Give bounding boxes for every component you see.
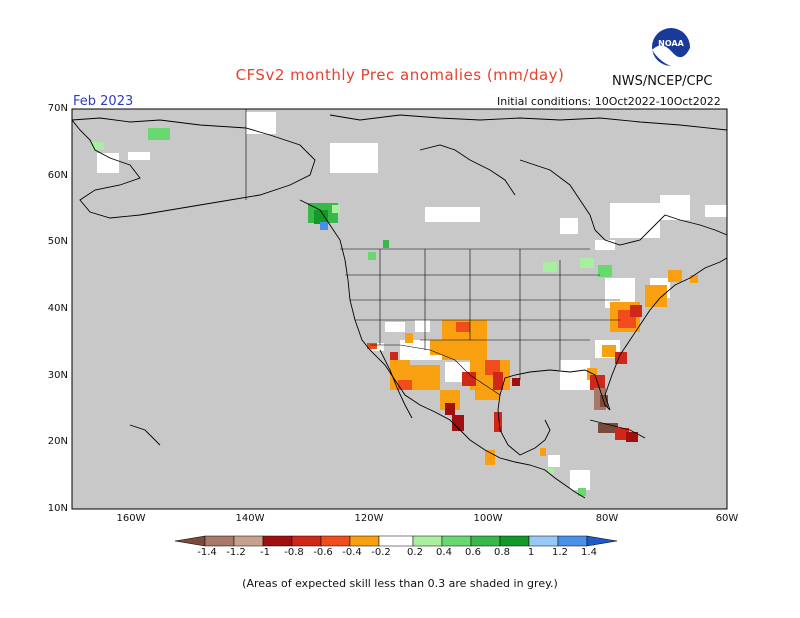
borders — [245, 109, 620, 396]
coastlines — [72, 114, 727, 499]
positive-areas — [92, 128, 612, 496]
lon-label-100w: 100W — [473, 513, 503, 524]
colorbar-label: -0.2 — [371, 547, 391, 558]
colorbar-label: 0.4 — [436, 547, 452, 558]
lon-label-80w: 80W — [595, 513, 619, 524]
colorbar-label: -0.8 — [284, 547, 304, 558]
lat-label-70n: 70N — [47, 103, 68, 114]
colorbar-label: -1.4 — [197, 547, 217, 558]
colorbar-label: -0.6 — [313, 547, 333, 558]
lon-label-140w: 140W — [235, 513, 265, 524]
skill-note: (Areas of expected skill less than 0.3 a… — [242, 577, 558, 590]
colorbar-label: 0.6 — [465, 547, 481, 558]
lat-label-40n: 40N — [47, 303, 68, 314]
lat-label-60n: 60N — [47, 170, 68, 181]
lon-label-160w: 160W — [116, 513, 146, 524]
map-frame — [71, 108, 728, 510]
lat-label-10n: 10N — [47, 503, 68, 514]
colorbar-label: 0.2 — [407, 547, 423, 558]
lat-label-20n: 20N — [47, 436, 68, 447]
colorbar-label: -1.2 — [226, 547, 246, 558]
lat-label-50n: 50N — [47, 236, 68, 247]
forecast-month: Feb 2023 — [73, 94, 134, 109]
colorbar-label: -1 — [260, 547, 270, 558]
colorbar-label: 1.4 — [581, 547, 597, 558]
colorbar-label: -0.4 — [342, 547, 362, 558]
colorbar-label: 1.2 — [552, 547, 568, 558]
colorbar-label: 0.8 — [494, 547, 510, 558]
chart-title: CFSv2 monthly Prec anomalies (mm/day) — [235, 66, 565, 84]
lon-label-120w: 120W — [354, 513, 384, 524]
colorbar-label: 1 — [527, 547, 535, 558]
agency-label: NWS/NCEP/CPC — [612, 74, 713, 89]
lon-label-60w: 60W — [715, 513, 739, 524]
initial-conditions: Initial conditions: 10Oct2022-10Oct2022 — [497, 95, 721, 108]
lat-label-30n: 30N — [47, 370, 68, 381]
